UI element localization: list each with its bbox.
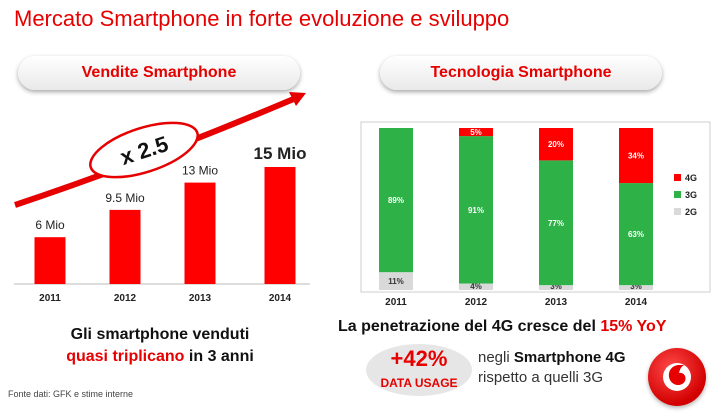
- tech-value-label: 89%: [388, 196, 404, 205]
- source-note: Fonte dati: GFK e stime interne: [8, 389, 134, 399]
- tech-year-label: 2012: [465, 297, 488, 308]
- sales-value-label: 6 Mio: [35, 218, 65, 232]
- tech-segment-4G-2012: [459, 128, 493, 137]
- legend-label-4G: 4G: [685, 173, 697, 183]
- sales-year-label: 2011: [39, 293, 61, 304]
- penetration-text: La penetrazione del 4G cresce del: [338, 318, 601, 335]
- multiplier-badge: x 2.5: [89, 121, 199, 179]
- tech-value-label: 3%: [550, 282, 562, 291]
- sales-caption-rest: in 3 anni: [184, 348, 254, 365]
- speech-mark-icon: [663, 363, 691, 391]
- sales-year-label: 2014: [269, 293, 292, 304]
- legend-swatch-2G: [674, 208, 681, 215]
- tech-segment-2G-2012: [459, 283, 493, 290]
- technology-chart-frame: [360, 121, 711, 293]
- tech-segment-3G-2013: [539, 160, 573, 286]
- sales-value-label: 13 Mio: [182, 164, 218, 178]
- sales-section-pill: Vendite Smartphone: [18, 56, 300, 90]
- tech-segment-3G-2011: [379, 128, 413, 273]
- usage-line1-prefix: negli: [478, 349, 514, 366]
- legend-label-2G: 2G: [685, 207, 697, 217]
- usage-line2: rispetto a quelli 3G: [478, 369, 604, 386]
- tech-segment-3G-2012: [459, 136, 493, 284]
- legend-swatch-3G: [674, 191, 681, 198]
- penetration-highlight: 15% YoY: [600, 318, 667, 335]
- tech-value-label: 11%: [388, 277, 404, 286]
- usage-line1-bold: Smartphone 4G: [513, 349, 626, 366]
- sales-year-label: 2012: [114, 293, 137, 304]
- sales-bar-2013: [184, 182, 216, 284]
- sales-value-label: 9.5 Mio: [105, 191, 145, 205]
- tech-value-label: 91%: [468, 206, 484, 215]
- data-usage-label: DATA USAGE: [380, 376, 458, 390]
- legend-label-3G: 3G: [685, 190, 697, 200]
- sales-caption-line1: Gli smartphone venduti: [70, 326, 250, 343]
- penetration-statement: La penetrazione del 4G cresce del 15% Yo…: [338, 318, 666, 336]
- technology-section-pill: Tecnologia Smartphone: [380, 56, 662, 90]
- tech-value-label: 34%: [628, 152, 644, 161]
- data-usage-badge: [366, 344, 472, 396]
- tech-value-label: 4%: [470, 282, 482, 291]
- tech-segment-3G-2014: [619, 183, 653, 286]
- sales-bar-2014: [264, 167, 296, 284]
- brand-logo-icon: [648, 348, 706, 406]
- sales-bar-2012: [109, 209, 141, 284]
- sales-year-label: 2013: [189, 293, 212, 304]
- tech-value-label: 3%: [630, 282, 642, 291]
- tech-segment-4G-2014: [619, 128, 653, 184]
- tech-year-label: 2013: [545, 297, 568, 308]
- tech-segment-2G-2014: [619, 285, 653, 290]
- sales-caption-highlight: quasi triplicano: [66, 348, 185, 365]
- tech-value-label: 63%: [628, 230, 644, 239]
- sales-bar-2011: [34, 237, 66, 284]
- tech-value-label: 77%: [548, 219, 564, 228]
- tech-segment-4G-2013: [539, 128, 573, 161]
- data-usage-description: negli Smartphone 4G rispetto a quelli 3G: [478, 348, 626, 388]
- sales-value-label: 15 Mio: [254, 144, 307, 163]
- sales-caption: Gli smartphone venduti quasi triplicano …: [40, 324, 280, 368]
- data-usage-percent: +42%: [390, 346, 448, 371]
- page-title: Mercato Smartphone in forte evoluzione e…: [14, 6, 510, 31]
- tech-value-label: 5%: [470, 128, 482, 137]
- legend-swatch-4G: [674, 174, 681, 181]
- tech-year-label: 2011: [385, 297, 407, 308]
- tech-segment-2G-2013: [539, 285, 573, 290]
- tech-segment-2G-2011: [379, 272, 413, 290]
- tech-value-label: 20%: [548, 140, 564, 149]
- tech-year-label: 2014: [625, 297, 648, 308]
